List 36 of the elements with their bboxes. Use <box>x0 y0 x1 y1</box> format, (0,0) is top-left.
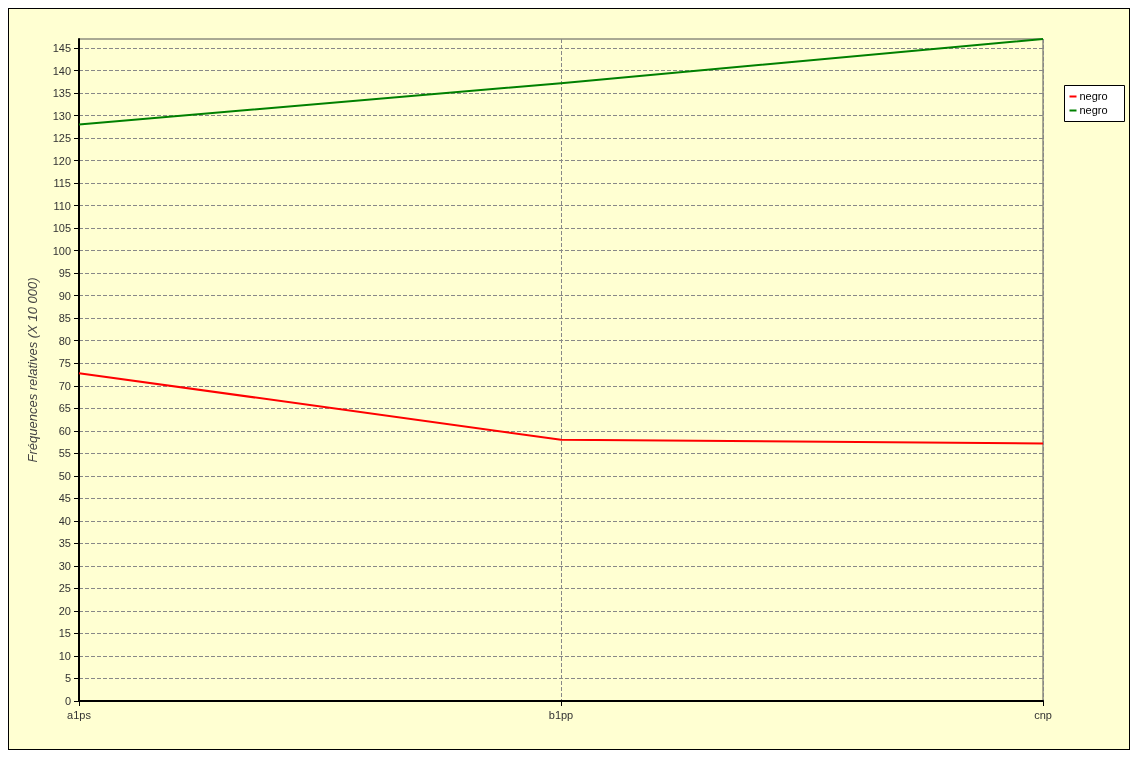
y-tick-label: 140 <box>52 64 71 77</box>
y-tick-label: 80 <box>58 334 71 347</box>
y-tick-label: 40 <box>58 514 71 527</box>
x-tick-label: a1ps <box>67 708 92 721</box>
y-tick-label: 115 <box>53 177 71 190</box>
y-tick-label: 100 <box>52 244 71 257</box>
y-tick-label: 65 <box>58 402 71 415</box>
y-tick-label: 0 <box>64 695 71 707</box>
y-tick-label: 110 <box>53 199 71 212</box>
y-tick-label: 130 <box>52 109 71 122</box>
legend-label: negro <box>1079 90 1108 102</box>
y-tick-label: 135 <box>52 87 71 100</box>
y-tick-label: 120 <box>52 154 71 167</box>
y-tick-label: 90 <box>58 289 71 302</box>
y-tick-label: 145 <box>52 42 71 55</box>
legend-label: negro <box>1079 104 1108 116</box>
y-tick-label: 70 <box>58 379 71 392</box>
y-tick-label: 20 <box>58 604 71 617</box>
x-tick-label: b1pp <box>548 708 574 721</box>
y-tick-label: 105 <box>52 222 71 235</box>
y-tick-label: 125 <box>52 132 71 145</box>
y-tick-label: 25 <box>58 582 71 595</box>
y-tick-label: 50 <box>58 469 71 482</box>
y-tick-label: 95 <box>58 267 71 280</box>
y-tick-label: 10 <box>58 649 71 662</box>
y-tick-label: 30 <box>58 559 71 572</box>
y-tick-label: 35 <box>58 537 71 550</box>
y-axis-title: Fréquences relatives (X 10 000) <box>25 277 40 463</box>
y-tick-label: 60 <box>58 424 71 437</box>
y-tick-label: 75 <box>58 357 71 370</box>
y-tick-label: 5 <box>64 672 71 685</box>
y-tick-label: 85 <box>58 312 71 325</box>
y-tick-label: 45 <box>58 492 71 505</box>
y-tick-label: 15 <box>58 627 71 640</box>
x-tick-label: cnp <box>1034 708 1052 721</box>
y-tick-label: 55 <box>58 447 71 460</box>
